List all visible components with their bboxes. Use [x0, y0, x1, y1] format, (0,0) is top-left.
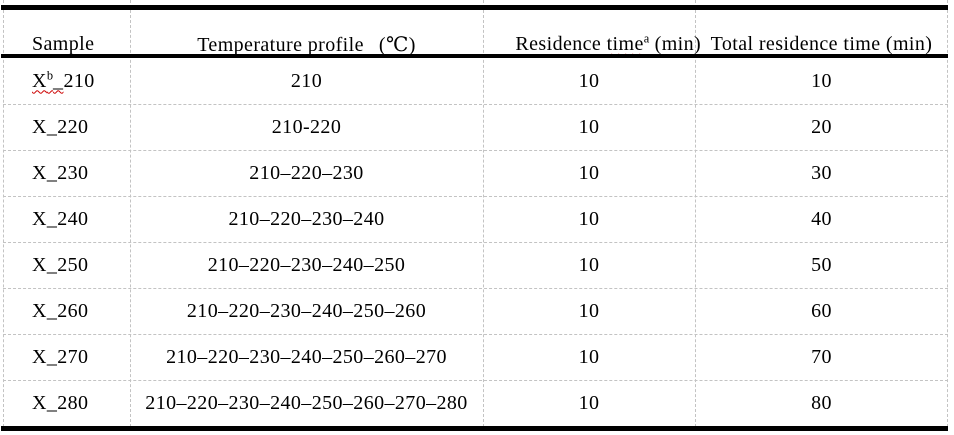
- gridline-vertical-col3-col4: [695, 0, 696, 427]
- sample-number: 210: [63, 69, 95, 92]
- gridline-vertical-col1-col2: [130, 0, 131, 427]
- table-header-row: Sample Temperature profile (℃) Residence …: [3, 10, 948, 57]
- footnote-marker-a: a: [643, 31, 650, 46]
- residence-time-cell: 10: [578, 69, 600, 92]
- table-row: X_270 210–220–230–240–250–260–270 10 70: [3, 334, 948, 380]
- header-residence-post: (min): [649, 33, 702, 55]
- total-residence-time-cell: 40: [811, 208, 832, 230]
- table-bottom-border: [1, 426, 948, 431]
- temperature-profile-cell: 210–220–230–240–250: [207, 254, 406, 276]
- sample-x: X: [32, 69, 47, 92]
- table-row: X_240 210–220–230–240 10 40: [3, 196, 948, 242]
- table-row: X_260 210–220–230–240–250–260 10 60: [3, 288, 948, 334]
- header-sample-label: Sample: [32, 33, 95, 55]
- total-residence-time-cell: 50: [811, 254, 832, 276]
- temperature-profile-cell: 210–220–230: [249, 162, 364, 184]
- sample-cell: X_260: [32, 300, 89, 322]
- table-row: Xb_210 210 10 10: [3, 58, 948, 104]
- residence-time-cell: 10: [578, 392, 600, 414]
- table-body: Xb_210 210 10 10 X_220 210-220 10 20 X_2…: [3, 58, 948, 426]
- header-total-residence-time: Total residence time (min): [695, 33, 948, 56]
- residence-time-cell: 10: [578, 116, 600, 138]
- sample-cell: Xb_210: [3, 67, 130, 93]
- sample-cell: X_270: [32, 346, 89, 368]
- header-temperature-unit: (℃): [378, 34, 416, 56]
- gridline-vertical-left: [3, 0, 4, 427]
- header-temperature-profile: Temperature profile (℃): [130, 32, 483, 57]
- sample-cell: X_280: [32, 392, 89, 414]
- temperature-profile-cell: 210–220–230–240–250–260–270: [166, 346, 447, 368]
- total-residence-time-cell: 70: [811, 346, 832, 368]
- header-residence-misspelled-word: time: [606, 33, 644, 55]
- residence-time-cell: 10: [578, 300, 600, 322]
- header-residence-pre: Residence: [515, 33, 607, 55]
- residence-time-cell: 10: [578, 162, 600, 184]
- temperature-profile-cell: 210–220–230–240–250–260: [186, 300, 427, 322]
- sample-cell: X_230: [32, 162, 89, 184]
- table-row: X_230 210–220–230 10 30: [3, 150, 948, 196]
- residence-time-cell: 10: [578, 346, 600, 368]
- table-row: X_250 210–220–230–240–250 10 50: [3, 242, 948, 288]
- sample-cell: X_240: [32, 208, 89, 230]
- header-total-label: Total residence time (min): [710, 33, 933, 55]
- total-residence-time-cell: 80: [811, 392, 832, 414]
- total-residence-time-cell: 20: [811, 116, 832, 138]
- sample-misspelled-part: Xb_: [32, 67, 64, 92]
- footnote-marker-b: b: [46, 67, 54, 82]
- total-residence-time-cell: 30: [811, 162, 832, 184]
- temperature-profile-cell: 210–220–230–240: [228, 208, 385, 230]
- header-temperature-label: Temperature profile: [197, 34, 364, 56]
- header-residence-time: Residence timea (min): [483, 10, 700, 79]
- table-top-border: [1, 5, 948, 10]
- table-row: X_220 210-220 10 20: [3, 104, 948, 150]
- residence-time-cell: 10: [578, 254, 600, 276]
- temperature-profile-cell: 210-220: [271, 116, 342, 138]
- table-row: X_280 210–220–230–240–250–260–270–280 10…: [3, 380, 948, 426]
- residence-time-cell: 10: [578, 208, 600, 230]
- total-residence-time-cell: 60: [811, 300, 832, 322]
- total-residence-time-cell: 10: [811, 69, 832, 92]
- temperature-profile-cell: 210–220–230–240–250–260–270–280: [145, 392, 468, 414]
- sample-cell: X_250: [32, 254, 89, 276]
- sample-cell: X_220: [32, 116, 89, 138]
- gridline-vertical-right: [947, 0, 948, 427]
- sample-underscore: _: [53, 69, 64, 92]
- temperature-profile-cell: 210: [290, 69, 323, 92]
- header-sample: Sample: [3, 33, 130, 56]
- gridline-vertical-col2-col3: [483, 0, 484, 427]
- table-header-border: [1, 54, 948, 58]
